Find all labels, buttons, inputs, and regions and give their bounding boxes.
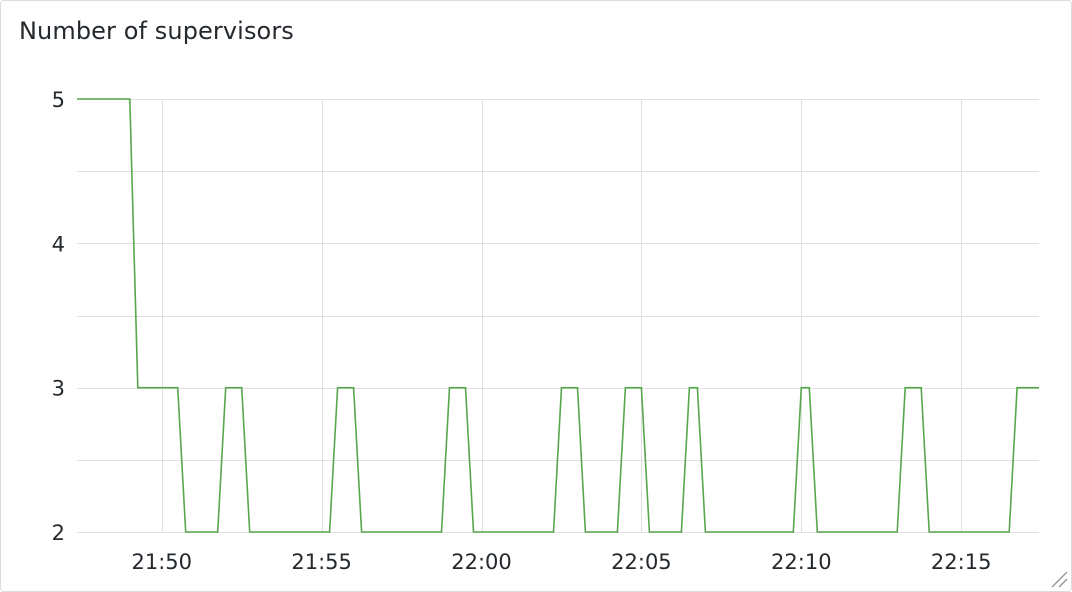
y-tick-label: 3 (52, 377, 65, 401)
y-tick-label: 2 (52, 521, 65, 545)
resize-handle-icon[interactable] (1050, 570, 1068, 588)
series-line (77, 98, 1039, 533)
x-tick-label: 22:15 (931, 550, 992, 574)
y-tick-label: 4 (52, 232, 65, 256)
panel-title: Number of supervisors (19, 17, 294, 45)
x-tick-label: 22:05 (611, 550, 672, 574)
x-tick-label: 22:00 (451, 550, 512, 574)
x-tick-label: 22:10 (771, 550, 832, 574)
y-tick-label: 5 (52, 88, 65, 112)
x-tick-label: 21:55 (291, 550, 352, 574)
x-tick-label: 21:50 (131, 550, 192, 574)
